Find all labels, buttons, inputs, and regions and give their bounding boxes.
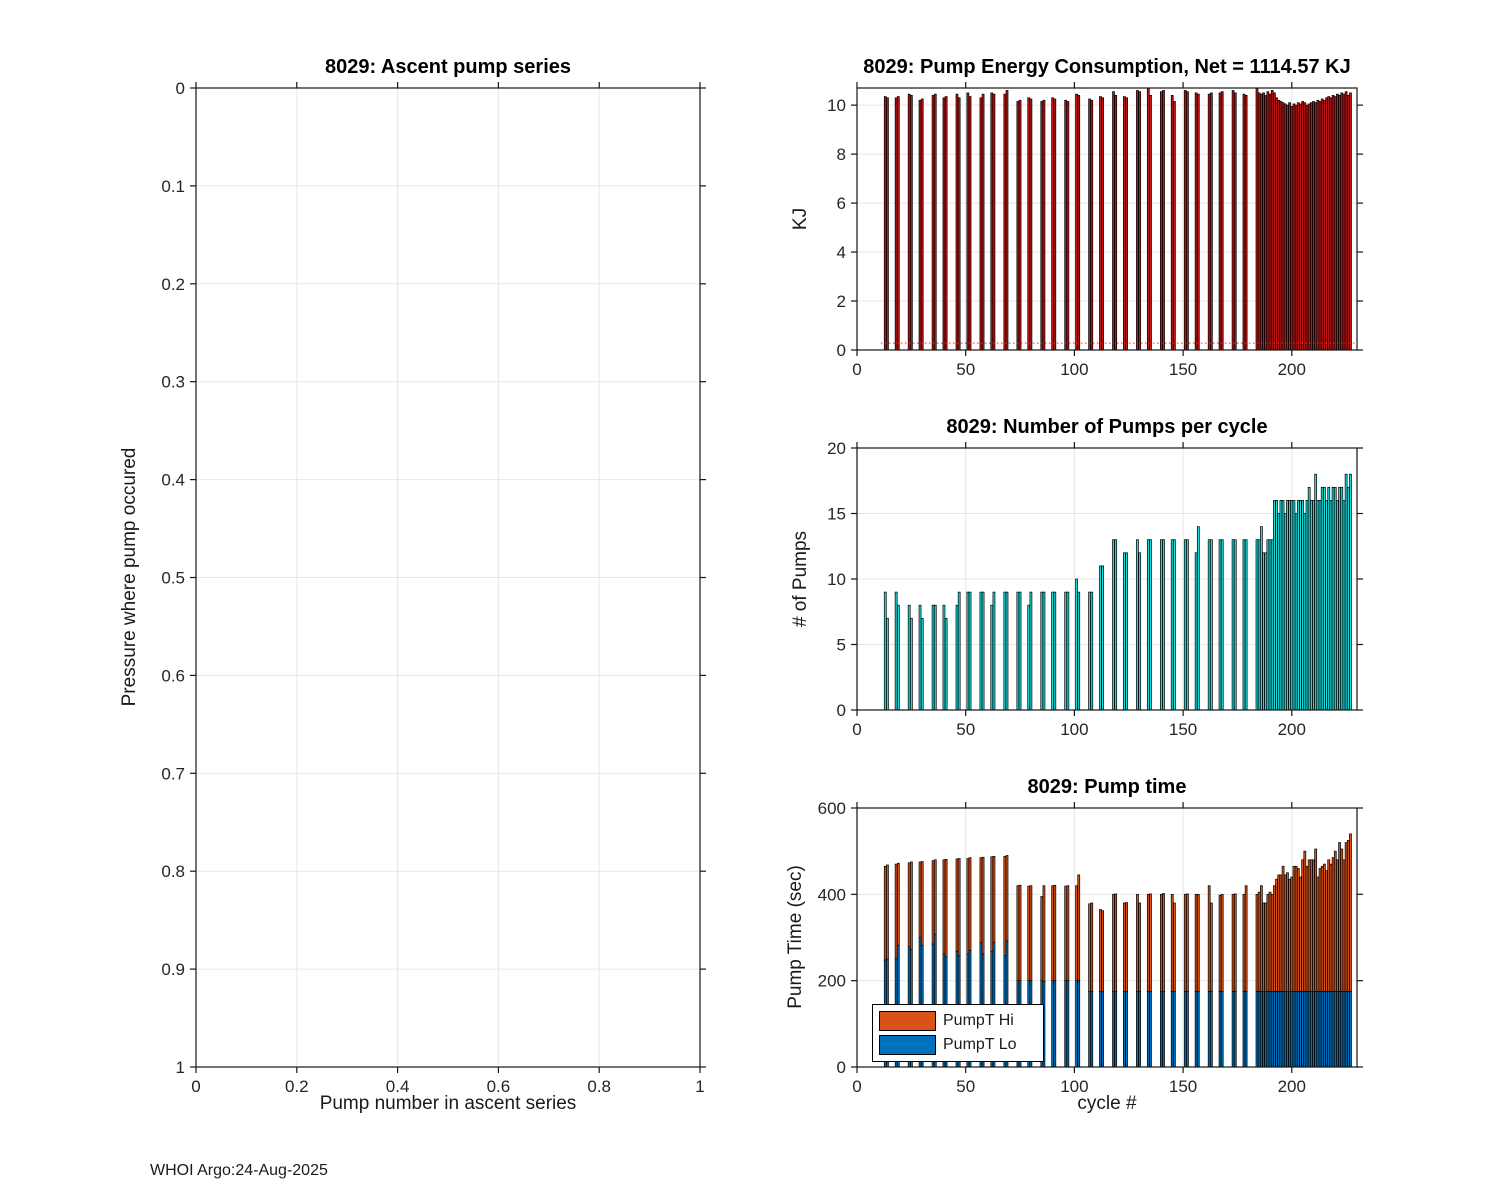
pumpt-hi-label: PumpT Hi [943,1012,1014,1029]
energy-ylabel: KJ [790,207,811,231]
pump-time-ytick: 400 [818,885,846,904]
pump-energy-ytick: 10 [827,96,846,115]
ascent-pump-series-ytick: 0 [176,79,185,98]
ascent-pump-series-xtick: 1 [695,1077,704,1096]
pump-time-xtick: 100 [1060,1077,1088,1096]
ascent-pump-series-ytick: 0.9 [161,960,185,979]
pump-time-ylabel: Pump Time (sec) [785,865,806,1009]
pump-time-xlabel: cycle # [1077,1093,1137,1114]
figure-footer-stamp: WHOI Argo:24-Aug-2025 [150,1162,328,1179]
pumps-per-cycle-ytick: 20 [827,439,846,458]
pumps-per-cycle-xtick: 150 [1169,720,1197,739]
pump-time-xtick: 50 [956,1077,975,1096]
energy-title: 8029: Pump Energy Consumption, Net = 111… [863,56,1351,78]
legend-item-pumpt-hi: PumpT Hi [873,1011,1043,1031]
pumps-per-cycle-ytick: 15 [827,505,846,524]
ascent-pump-series-plot: 0 0.2 0.4 0.6 0.8 100.10.20.30.40.50.60.70.80… [161,79,706,1096]
pumpt-lo-swatch [879,1035,936,1055]
pumps-per-cycle-ytick: 10 [827,570,846,589]
pump-energy-ytick: 6 [837,194,846,213]
pumpt-hi-swatch [879,1011,936,1031]
pumps-per-cycle-xtick: 200 [1278,720,1306,739]
pump-energy-xtick: 50 [956,360,975,379]
pumpt-lo-label: PumpT Lo [943,1036,1017,1053]
pumps-ylabel: # of Pumps [790,530,811,628]
ascent-pump-series-xtick: 0.4 [386,1077,410,1096]
pump-time-xtick: 0 [852,1077,861,1096]
pumps-per-cycle-plot: 0 50 100 150 200 0 5 10 15 20 [827,439,1363,739]
ascent-pump-series-ytick: 1 [176,1058,185,1077]
pumps-per-cycle-ytick: 5 [837,636,846,655]
pumps-per-cycle-ytick: 0 [837,701,846,720]
pump-time-plot: 0 50 100 150 200 0 200 400 600 [818,799,1363,1096]
ascent-pump-series-ytick: 0.4 [161,471,185,490]
ascent-pump-series-ytick: 0.5 [161,569,185,588]
pump-energy-plot: 0 50 100 150 200 0 2 4 6 8 10 [827,82,1363,379]
pumps-title: 8029: Number of Pumps per cycle [946,416,1268,438]
pump-energy-xtick: 200 [1278,360,1306,379]
pump-time-ytick: 0 [837,1058,846,1077]
ascent-pump-series-ytick: 0.1 [161,177,185,196]
pumps-per-cycle-bars [883,473,1352,711]
pump-energy-ytick: 8 [837,145,846,164]
pump-energy-ytick: 0 [837,341,846,360]
pump-time-bars [883,833,1352,1068]
ascent-ylabel: Pressure where pump occured [119,447,140,707]
pumps-per-cycle-xtick: 50 [956,720,975,739]
ascent-pump-series-xtick: 0.8 [587,1077,611,1096]
ascent-pump-series-xtick: 0.6 [487,1077,511,1096]
pump-energy-xtick: 100 [1060,360,1088,379]
pump-time-title: 8029: Pump time [1027,776,1187,798]
pump-energy-xtick: 0 [852,360,861,379]
pump-time-ytick: 200 [818,972,846,991]
ascent-xlabel: Pump number in ascent series [319,1093,577,1114]
ascent-pump-series-ytick: 0.7 [161,764,185,783]
ascent-pump-series-xtick: 0.2 [285,1077,309,1096]
pump-time-xtick: 200 [1278,1077,1306,1096]
pump-time-ytick: 600 [818,799,846,818]
pump-time-xtick: 150 [1169,1077,1197,1096]
ascent-pump-series-xtick: 0 [191,1077,200,1096]
ascent-pump-series-ytick: 0.3 [161,373,185,392]
pump-energy-xtick: 150 [1169,360,1197,379]
pumps-per-cycle-xtick: 100 [1060,720,1088,739]
ascent-pump-series-ytick: 0.2 [161,275,185,294]
pumps-per-cycle-xtick: 0 [852,720,861,739]
pump-time-legend: PumpT Hi PumpT Lo [872,1004,1044,1062]
pump-energy-ytick: 4 [837,243,846,262]
ascent-pump-series-ytick: 0.8 [161,862,185,881]
pump-energy-bars [883,87,1352,351]
legend-item-pumpt-lo: PumpT Lo [873,1035,1043,1055]
pump-energy-ytick: 2 [837,292,846,311]
ascent-series-title: 8029: Ascent pump series [324,56,572,78]
ascent-pump-series-ytick: 0.6 [161,666,185,685]
